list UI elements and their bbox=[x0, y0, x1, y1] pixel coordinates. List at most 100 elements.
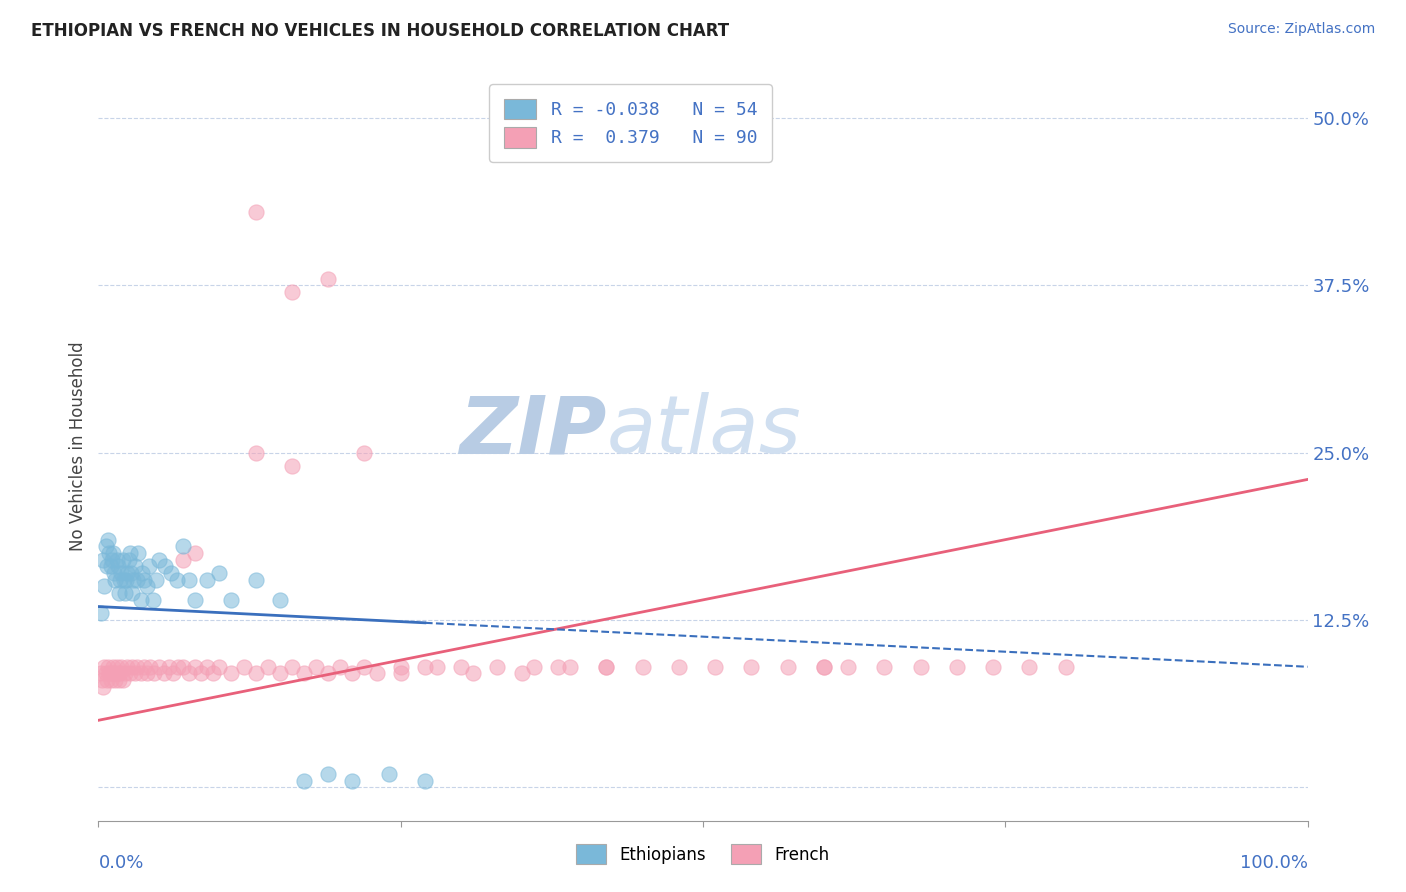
French bbox=[195, 660, 218, 674]
Ethiopians bbox=[134, 573, 156, 587]
French bbox=[96, 673, 118, 688]
French bbox=[547, 660, 569, 674]
Ethiopians bbox=[111, 552, 134, 567]
French bbox=[281, 459, 304, 474]
French bbox=[98, 666, 121, 681]
French bbox=[595, 660, 617, 674]
French bbox=[631, 660, 654, 674]
Y-axis label: No Vehicles in Household: No Vehicles in Household bbox=[69, 341, 87, 551]
French bbox=[97, 660, 120, 674]
French bbox=[179, 666, 201, 681]
French bbox=[162, 666, 184, 681]
Ethiopians bbox=[112, 573, 135, 587]
French bbox=[426, 660, 449, 674]
French bbox=[167, 660, 190, 674]
French bbox=[353, 446, 375, 460]
Ethiopians bbox=[103, 566, 125, 581]
French bbox=[91, 680, 114, 694]
French bbox=[157, 660, 180, 674]
Ethiopians bbox=[90, 607, 112, 621]
French bbox=[135, 666, 157, 681]
French bbox=[139, 660, 162, 674]
French bbox=[111, 673, 134, 688]
Ethiopians bbox=[145, 573, 167, 587]
French bbox=[873, 660, 896, 674]
French bbox=[353, 660, 375, 674]
Ethiopians bbox=[129, 592, 152, 607]
French bbox=[245, 666, 267, 681]
Ethiopians bbox=[96, 559, 118, 574]
French bbox=[108, 673, 131, 688]
French bbox=[450, 660, 472, 674]
Ethiopians bbox=[110, 566, 132, 581]
Ethiopians bbox=[121, 586, 143, 600]
French bbox=[813, 660, 835, 674]
Ethiopians bbox=[124, 559, 146, 574]
French bbox=[184, 660, 207, 674]
Ethiopians bbox=[108, 573, 131, 587]
French bbox=[101, 660, 124, 674]
French bbox=[813, 660, 835, 674]
Ethiopians bbox=[91, 552, 114, 567]
Ethiopians bbox=[179, 573, 201, 587]
Ethiopians bbox=[131, 566, 153, 581]
French bbox=[316, 666, 339, 681]
French bbox=[776, 660, 799, 674]
French bbox=[208, 660, 231, 674]
French bbox=[114, 666, 136, 681]
French bbox=[110, 660, 132, 674]
French bbox=[595, 660, 617, 674]
French bbox=[143, 666, 166, 681]
Ethiopians bbox=[127, 573, 149, 587]
Ethiopians bbox=[153, 559, 176, 574]
Text: ZIP: ZIP bbox=[458, 392, 606, 470]
Ethiopians bbox=[100, 559, 122, 574]
French bbox=[104, 673, 127, 688]
French bbox=[107, 666, 129, 681]
French bbox=[316, 272, 339, 286]
Ethiopians bbox=[118, 546, 141, 560]
Ethiopians bbox=[142, 592, 165, 607]
French bbox=[329, 660, 352, 674]
Ethiopians bbox=[93, 580, 115, 594]
Text: atlas: atlas bbox=[606, 392, 801, 470]
Ethiopians bbox=[342, 773, 364, 788]
French bbox=[946, 660, 969, 674]
French bbox=[184, 546, 207, 560]
French bbox=[202, 666, 225, 681]
Ethiopians bbox=[118, 552, 141, 567]
French bbox=[740, 660, 762, 674]
Ethiopians bbox=[292, 773, 315, 788]
Ethiopians bbox=[166, 573, 188, 587]
French bbox=[389, 666, 412, 681]
Ethiopians bbox=[208, 566, 231, 581]
Ethiopians bbox=[184, 592, 207, 607]
Ethiopians bbox=[104, 573, 127, 587]
Ethiopians bbox=[117, 566, 139, 581]
Text: 100.0%: 100.0% bbox=[1240, 855, 1308, 872]
French bbox=[1054, 660, 1077, 674]
French bbox=[523, 660, 546, 674]
French bbox=[245, 205, 267, 219]
Legend: Ethiopians, French: Ethiopians, French bbox=[569, 838, 837, 871]
Ethiopians bbox=[245, 573, 267, 587]
Ethiopians bbox=[148, 552, 170, 567]
French bbox=[100, 666, 122, 681]
Ethiopians bbox=[120, 566, 142, 581]
French bbox=[981, 660, 1004, 674]
French bbox=[108, 666, 131, 681]
French bbox=[129, 666, 152, 681]
French bbox=[103, 666, 125, 681]
French bbox=[510, 666, 533, 681]
French bbox=[256, 660, 278, 674]
French bbox=[281, 285, 304, 300]
French bbox=[100, 673, 122, 688]
Ethiopians bbox=[413, 773, 436, 788]
Text: 0.0%: 0.0% bbox=[98, 855, 143, 872]
French bbox=[172, 552, 194, 567]
French bbox=[127, 660, 149, 674]
French bbox=[463, 666, 485, 681]
Ethiopians bbox=[101, 546, 124, 560]
French bbox=[91, 673, 114, 688]
French bbox=[117, 660, 139, 674]
